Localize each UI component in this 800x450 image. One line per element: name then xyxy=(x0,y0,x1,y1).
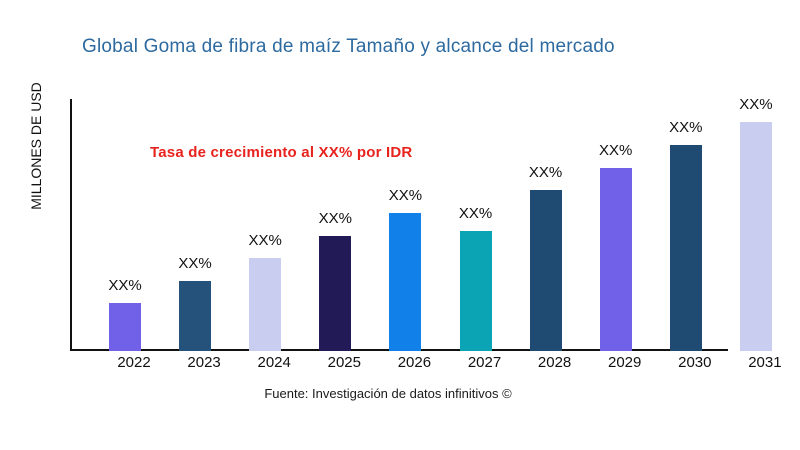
bar-value-label-2030: XX% xyxy=(669,119,703,136)
y-axis-line xyxy=(70,99,72,351)
bar-value-label-2026: XX% xyxy=(388,187,423,204)
y-axis-label: MILLONES DE USD xyxy=(28,82,44,210)
bar-2028 xyxy=(529,190,562,351)
bar-value-label-2029: XX% xyxy=(599,142,633,159)
bar-value-label-2031: XX% xyxy=(739,96,773,113)
x-tick-label-2029: 2029 xyxy=(608,354,642,371)
bar-2029 xyxy=(599,168,632,351)
bar-2030 xyxy=(669,145,702,351)
chart-title: Global Goma de fibra de maíz Tamaño y al… xyxy=(82,36,615,57)
x-tick-label-2023: 2023 xyxy=(187,354,221,371)
source-caption: Fuente: Investigación de datos infinitiv… xyxy=(264,386,512,401)
bar-value-label-2022: XX% xyxy=(108,277,142,294)
bar-value-label-2024: XX% xyxy=(248,232,282,249)
bar-value-label-2023: XX% xyxy=(178,255,212,272)
bar-2026 xyxy=(389,213,422,351)
growth-annotation: Tasa de crecimiento al XX% por IDR xyxy=(150,144,413,161)
bar-2023 xyxy=(179,281,212,351)
bar-value-label-2028: XX% xyxy=(528,164,563,181)
x-tick-label-2026: 2026 xyxy=(397,354,432,371)
bar-value-label-2027: XX% xyxy=(458,205,493,222)
x-tick-label-2028: 2028 xyxy=(537,354,572,371)
bar-2027 xyxy=(459,231,492,351)
x-tick-label-2025: 2025 xyxy=(327,354,361,371)
x-tick-label-2024: 2024 xyxy=(257,354,291,371)
x-tick-label-2030: 2030 xyxy=(678,354,712,371)
bar-2025 xyxy=(319,236,352,351)
bar-value-label-2025: XX% xyxy=(318,210,352,227)
x-tick-label-2027: 2027 xyxy=(467,354,502,371)
bar-2024 xyxy=(249,258,282,351)
bar-2022 xyxy=(109,303,141,351)
bar-2031 xyxy=(739,122,772,351)
x-tick-label-2031: 2031 xyxy=(748,354,782,371)
x-tick-label-2022: 2022 xyxy=(117,354,151,371)
